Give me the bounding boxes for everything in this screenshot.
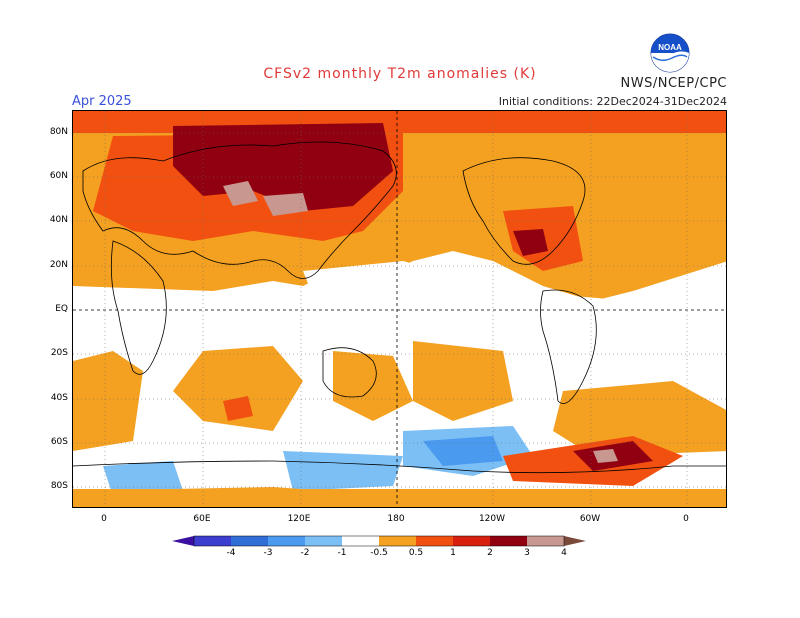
lat-label: 40N bbox=[49, 215, 68, 225]
lon-label: 0 bbox=[101, 514, 107, 524]
lon-label: 60W bbox=[579, 514, 601, 524]
lat-label: 20S bbox=[50, 348, 68, 358]
anomaly-map bbox=[72, 110, 727, 508]
lat-label: 20N bbox=[49, 260, 68, 270]
lon-label: 120W bbox=[478, 514, 506, 524]
lat-label: 60S bbox=[50, 437, 68, 447]
colorbar-label: -1 bbox=[337, 548, 347, 558]
colorbar-segment bbox=[194, 536, 231, 546]
colorbar-segment bbox=[453, 536, 490, 546]
colorbar-label: 1 bbox=[450, 548, 456, 558]
colorbar-label: -0.5 bbox=[370, 548, 388, 558]
colorbar-segment bbox=[379, 536, 416, 546]
colorbar-segment bbox=[268, 536, 305, 546]
lon-label: 180 bbox=[387, 514, 405, 524]
colorbar-segment bbox=[527, 536, 564, 546]
lat-label: EQ bbox=[55, 304, 68, 314]
lon-label: 0 bbox=[683, 514, 689, 524]
colorbar-arrow-left bbox=[172, 536, 194, 546]
colorbar-label: -3 bbox=[263, 548, 273, 558]
colorbar-label: 0.5 bbox=[408, 548, 424, 558]
colorbar-arrow-right bbox=[564, 536, 586, 546]
initial-conditions: Initial conditions: 22Dec2024-31Dec2024 bbox=[498, 95, 727, 108]
colorbar-segment bbox=[416, 536, 453, 546]
lon-label: 120E bbox=[287, 514, 311, 524]
colorbar-label: -2 bbox=[300, 548, 310, 558]
lat-label: 60N bbox=[49, 171, 68, 181]
colorbar-segment bbox=[231, 536, 268, 546]
colorbar-label: 2 bbox=[487, 548, 493, 558]
anomaly-field bbox=[73, 111, 726, 507]
colorbar-segment bbox=[490, 536, 527, 546]
lat-label: 40S bbox=[50, 393, 68, 403]
noaa-logo: NOAA bbox=[650, 33, 690, 73]
colorbar-label: 3 bbox=[524, 548, 530, 558]
map-title: CFSv2 monthly T2m anomalies (K) bbox=[263, 66, 537, 82]
colorbar-segment bbox=[342, 536, 379, 546]
colorbar-label: 4 bbox=[561, 548, 567, 558]
colorbar-segment bbox=[305, 536, 342, 546]
colorbar-label: -4 bbox=[226, 548, 236, 558]
lat-label: 80S bbox=[50, 481, 68, 491]
lat-label: 80N bbox=[49, 127, 68, 137]
agency-label: NWS/NCEP/CPC bbox=[620, 76, 727, 91]
lon-label: 60E bbox=[193, 514, 211, 524]
svg-text:NOAA: NOAA bbox=[658, 43, 682, 52]
forecast-period: Apr 2025 bbox=[72, 94, 132, 109]
colorbar bbox=[172, 535, 586, 547]
